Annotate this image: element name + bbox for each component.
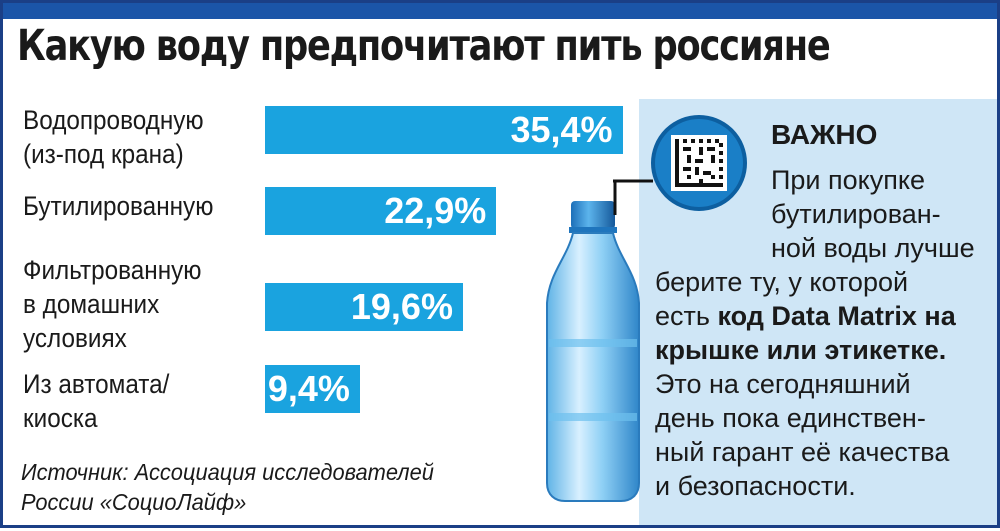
- bar: 35,4%: [265, 106, 623, 154]
- note-line-9: ный гарант её качества: [655, 437, 950, 467]
- note-line-1: При покупке: [771, 165, 926, 195]
- category-label-line: киоска: [23, 403, 98, 433]
- note-line-4: берите ту, у которой: [655, 267, 909, 297]
- note-line-10: и безопасности.: [655, 471, 856, 501]
- water-bottle-icon: [546, 179, 653, 502]
- header-bar: [3, 3, 997, 19]
- data-matrix-icon: [671, 135, 727, 191]
- note-line-5: есть код Data Matrix на: [655, 299, 991, 333]
- bar-value-label: 22,9%: [384, 190, 487, 231]
- category-label-line: в домашних: [23, 289, 160, 319]
- category-label: Водопроводную (из-под крана): [23, 103, 204, 171]
- note-line-8: день пока единствен-: [655, 403, 926, 433]
- note-line-5b: код Data Matrix на: [717, 301, 956, 331]
- category-label-line: Водопроводную: [23, 105, 204, 135]
- category-label-line: (из-под крана): [23, 139, 184, 169]
- note-line-7: Это на сегодняшний: [655, 369, 911, 399]
- note-line-6: крышке или этикетке.: [655, 335, 947, 365]
- note-line-2: бутилирован-: [771, 199, 941, 229]
- category-label-line: Бутилированную: [23, 191, 214, 221]
- bar-value-label: 35,4%: [510, 109, 613, 150]
- source-line-1: Источник: Ассоциация исследователей: [21, 459, 434, 485]
- category-label-line: условиях: [23, 323, 127, 353]
- bar-value-label: 19,6%: [350, 286, 453, 327]
- note-line-3: ной воды лучше: [771, 233, 975, 263]
- category-label: Фильтрованную в домашних условиях: [23, 253, 202, 355]
- category-label-line: Из автомата/: [23, 369, 170, 399]
- source-line-2: России «СоциоЛайф»: [21, 489, 247, 515]
- category-label: Из автомата/киоска: [23, 367, 169, 435]
- note-line-5a: есть: [655, 301, 718, 331]
- note-heading: ВАЖНО: [771, 119, 878, 150]
- category-label-line: Фильтрованную: [23, 255, 202, 285]
- bar: 9,4%: [265, 365, 360, 413]
- page-title: Какую воду предпочитают пить россияне: [17, 21, 831, 71]
- bar-chart: Водопроводную (из-под крана) 35,4% Бутилиро…: [3, 3, 643, 531]
- bar-value-label: 9,4%: [267, 368, 350, 409]
- bar: 22,9%: [265, 187, 497, 235]
- source-note: Источник: Ассоциация исследователей Росс…: [21, 457, 434, 517]
- bar: 19,6%: [265, 283, 463, 331]
- category-label: Бутилированную: [23, 189, 213, 223]
- note-text: При покупке бутилирован- ной воды лучше …: [655, 163, 991, 503]
